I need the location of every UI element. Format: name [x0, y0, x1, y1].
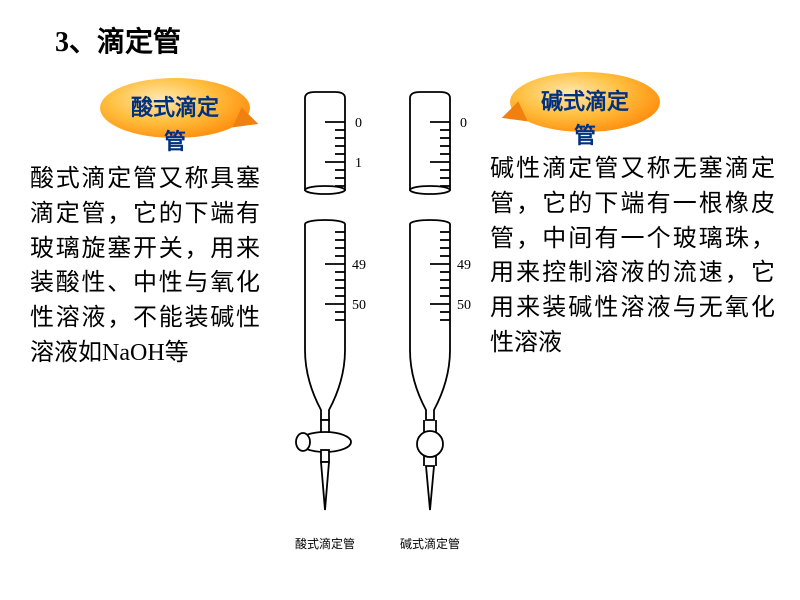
- scale-50-left: 50: [352, 298, 366, 313]
- callout-base-line2: 管: [574, 124, 596, 148]
- callout-base: 碱式滴定 管: [510, 72, 660, 132]
- callout-acid-line2: 管: [164, 130, 186, 154]
- scale-zero-left: 0: [355, 116, 362, 131]
- callout-acid: 酸式滴定 管: [100, 78, 250, 138]
- callout-base-line1: 碱式滴定: [541, 90, 629, 114]
- paragraph-base: 碱性滴定管又称无塞滴定管，它的下端有一根橡皮管，中间有一个玻璃珠，用来控制溶液的…: [490, 152, 775, 361]
- callout-acid-line1: 酸式滴定: [131, 96, 219, 120]
- burette-diagram: 0 1: [275, 90, 480, 590]
- scale-49-right: 49: [457, 258, 471, 273]
- scale-zero-right: 0: [460, 116, 467, 131]
- scale-one-left: 1: [355, 156, 362, 171]
- scale-50-right: 50: [457, 298, 471, 313]
- caption-acid: 酸式滴定管: [295, 535, 355, 552]
- page-title: 3、滴定管: [55, 20, 181, 60]
- paragraph-acid: 酸式滴定管又称具塞滴定管，它的下端有玻璃旋塞开关，用来装酸性、中性与氧化性溶液，…: [30, 162, 260, 371]
- caption-base: 碱式滴定管: [400, 535, 460, 552]
- scale-49-left: 49: [352, 258, 366, 273]
